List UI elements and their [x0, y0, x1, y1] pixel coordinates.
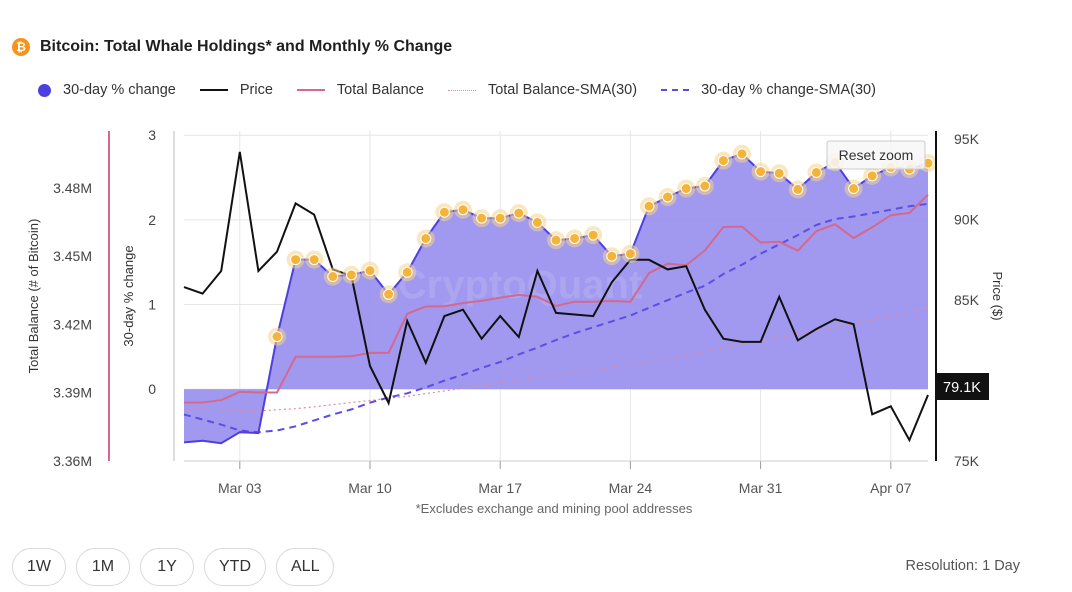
pct-change-point [271, 331, 283, 343]
chart-plot: CryptoQuant Mar 03 Mar 10 Mar 17 Mar 24 Mar … [26, 127, 1005, 516]
pct-change-point [587, 229, 599, 241]
pct-change-point [494, 212, 506, 224]
pct-change-point [773, 167, 785, 179]
chart-legend: 30-day % change Price Total Balance Tota… [38, 82, 876, 98]
bitcoin-icon: ₿ [12, 38, 30, 56]
pct-change-point [345, 269, 357, 281]
pct-change-point [531, 216, 543, 228]
range-button-all[interactable]: ALL [276, 548, 335, 586]
pct-change-point [680, 183, 692, 195]
legend-label: 30-day % change [63, 82, 176, 98]
x-tick-label: Mar 24 [609, 480, 653, 496]
pct-change-point [792, 183, 804, 195]
x-tick-label: Mar 10 [348, 480, 392, 496]
x-tick-label: Mar 31 [739, 480, 783, 496]
price-axis-tick-label: 85K [954, 292, 980, 308]
pct-change-point [513, 207, 525, 219]
legend-dashed-line-icon [661, 89, 690, 91]
pct-change-point [401, 266, 413, 278]
x-tick-label: Mar 17 [478, 480, 522, 496]
pct-change-point [810, 166, 822, 178]
pct-change-point [699, 180, 711, 192]
range-button-1w[interactable]: 1W [12, 548, 66, 586]
reset-zoom-button[interactable]: Reset zoom [826, 140, 926, 170]
pct-change-point [420, 232, 432, 244]
pct-change-point [438, 206, 450, 218]
balance-axis-tick-label: 3.42M [53, 316, 92, 332]
pct-change-point [755, 166, 767, 178]
x-tick-label: Apr 07 [870, 480, 911, 496]
pct-change-point [606, 250, 618, 262]
pct-axis-tick-label: 1 [148, 296, 156, 312]
legend-label: 30-day % change-SMA(30) [701, 82, 876, 98]
price-badge-label: 79.1K [943, 380, 981, 396]
footnote: *Excludes exchange and mining pool addre… [416, 501, 693, 516]
legend-item-pct-change-sma[interactable]: 30-day % change-SMA(30) [661, 82, 876, 98]
price-value-badge: 79.1K [936, 373, 989, 400]
pct-change-point [327, 271, 339, 283]
price-line [183, 151, 929, 443]
legend-label: Total Balance [336, 82, 424, 98]
legend-dot-icon [38, 83, 51, 97]
x-tick-label: Mar 03 [218, 480, 262, 496]
range-button-1y[interactable]: 1Y [140, 548, 194, 586]
legend-item-price[interactable]: Price [199, 82, 273, 98]
price-axis-tick-label: 90K [954, 212, 980, 228]
pct-axis-tick-label: 3 [148, 127, 156, 143]
pct-change-point [717, 155, 729, 167]
legend-item-pct-change[interactable]: 30-day % change [38, 82, 176, 98]
total-balance-sma-line [183, 307, 929, 412]
balance-axis-title: Total Balance (# of Bitcoin) [26, 219, 41, 374]
resolution-label: Resolution: 1 Day [905, 558, 1020, 574]
legend-label: Price [239, 82, 273, 98]
balance-axis-tick-label: 3.45M [53, 248, 92, 264]
pct-change-point [550, 234, 562, 246]
pct-axis-tick-label: 2 [148, 212, 156, 228]
pct-axis-title: 30-day % change [121, 245, 136, 346]
pct-change-point [569, 232, 581, 244]
range-button-1m[interactable]: 1M [76, 548, 130, 586]
legend-label: Total Balance-SMA(30) [487, 82, 638, 98]
legend-line-icon [199, 89, 228, 91]
range-button-ytd[interactable]: YTD [204, 548, 266, 586]
total-balance-line [184, 193, 929, 404]
range-selector: 1W 1M 1Y YTD ALL [12, 548, 335, 586]
balance-axis-tick-label: 3.39M [53, 385, 92, 401]
legend-item-total-balance-sma[interactable]: Total Balance-SMA(30) [447, 82, 638, 98]
reset-zoom-label: Reset zoom [839, 147, 914, 163]
pct-change-point [457, 204, 469, 216]
pct-change-point [866, 170, 878, 182]
pct-change-point [476, 212, 488, 224]
price-axis-tick-label: 95K [954, 131, 980, 147]
balance-axis-tick-label: 3.36M [53, 453, 92, 469]
pct-change-point [848, 183, 860, 195]
pct-change-point [308, 254, 320, 266]
price-axis-tick-label: 75K [954, 453, 980, 469]
axes-layer: Mar 03 Mar 10 Mar 17 Mar 24 Mar 31 Apr 07 0 1 2 3… [26, 127, 1005, 496]
legend-item-total-balance[interactable]: Total Balance [296, 82, 424, 98]
pct-change-point [290, 254, 302, 266]
pct-axis-tick-label: 0 [148, 381, 156, 397]
price-axis-title: Price ($) [990, 271, 1005, 320]
pct-change-point [624, 248, 636, 260]
legend-dotted-line-icon [447, 89, 476, 91]
chart-title: Bitcoin: Total Whale Holdings* and Month… [40, 38, 453, 55]
legend-line-icon [296, 89, 325, 91]
chart-header: ₿ Bitcoin: Total Whale Holdings* and Mon… [12, 38, 452, 56]
pct-change-point [383, 288, 395, 300]
pct-change-point [364, 265, 376, 277]
pct-change-point [662, 191, 674, 203]
pct-change-point [643, 200, 655, 212]
pct-change-point [736, 148, 748, 160]
balance-axis-tick-label: 3.48M [53, 180, 92, 196]
pct-change-sma-line [183, 202, 929, 434]
